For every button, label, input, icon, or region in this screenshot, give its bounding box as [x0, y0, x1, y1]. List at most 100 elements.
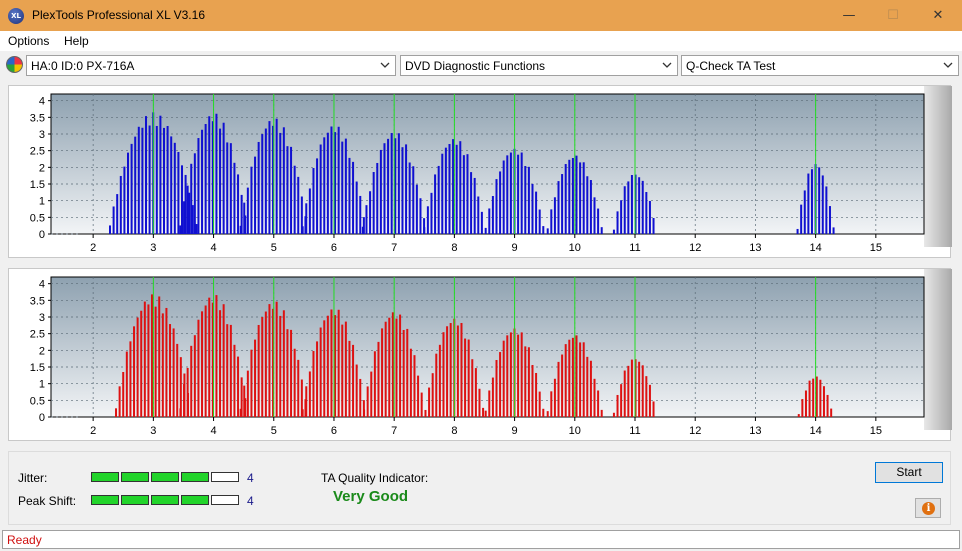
chart-bar — [240, 194, 243, 234]
chevron-down-icon — [662, 62, 672, 68]
chart-bar — [163, 127, 166, 234]
chart-bar — [488, 390, 491, 417]
jitter-meter-segment — [151, 472, 179, 482]
chart-bar — [600, 409, 603, 417]
app-logo-icon: XL — [8, 8, 24, 24]
chart-bar — [123, 166, 126, 234]
chart-bar — [399, 314, 402, 417]
chart-bar — [373, 351, 376, 417]
chart-bar — [568, 159, 571, 234]
minimize-button[interactable]: — — [842, 8, 856, 23]
chart-bar — [542, 408, 545, 417]
x-tick-label: 4 — [210, 242, 216, 254]
chart-bar — [620, 200, 623, 234]
chart-bar — [832, 227, 835, 234]
chart-bar — [575, 155, 578, 234]
chart-bar — [620, 384, 623, 417]
chart-bar — [524, 165, 527, 234]
chart-bar — [575, 335, 578, 417]
chart-bar — [183, 201, 186, 234]
x-tick-label: 5 — [271, 425, 277, 437]
chart-bar — [568, 339, 571, 417]
chart-bar — [282, 310, 285, 417]
chart-bar — [118, 386, 121, 417]
chart-bar — [542, 226, 545, 234]
chart-bar — [268, 304, 271, 417]
chart-bar — [553, 197, 556, 234]
x-tick-label: 10 — [569, 242, 581, 254]
chart-bar — [376, 162, 379, 234]
drive-select-value: HA:0 ID:0 PX-716A — [31, 59, 135, 73]
chart-bar — [130, 143, 133, 234]
menu-help[interactable]: Help — [64, 34, 89, 48]
chart-bar — [397, 133, 400, 234]
chart-bar — [623, 370, 626, 417]
chart-bar — [502, 340, 505, 417]
chart-bar — [136, 317, 139, 417]
x-tick-label: 6 — [331, 425, 337, 437]
chart-bar — [390, 133, 393, 234]
chart-bar — [337, 126, 340, 234]
chart-bar — [821, 175, 824, 234]
chart-bar — [641, 180, 644, 234]
chart-bar — [323, 320, 326, 417]
chart-bar — [412, 166, 415, 234]
jitter-meter-segment — [91, 472, 119, 482]
chart-bar — [254, 156, 257, 234]
chart-bar — [388, 317, 391, 417]
menu-options[interactable]: Options — [8, 34, 50, 48]
chart-bar — [417, 375, 420, 417]
y-tick-label: 2.5 — [30, 146, 45, 158]
chart-bar — [208, 116, 211, 234]
drive-select[interactable]: HA:0 ID:0 PX-716A — [26, 55, 396, 76]
chart-bar — [405, 144, 408, 234]
chart-bar — [197, 138, 200, 234]
chart-bar — [239, 408, 242, 417]
x-tick-label: 8 — [451, 242, 457, 254]
chart-bar — [589, 360, 592, 417]
chart-bar — [474, 368, 477, 417]
chart-bar — [582, 342, 585, 417]
chart-bar — [648, 384, 651, 417]
test-select[interactable]: Q-Check TA Test — [681, 55, 959, 76]
y-tick-label: 0.5 — [30, 212, 45, 224]
x-tick-label: 2 — [90, 242, 96, 254]
maximize-button[interactable]: ☐ — [887, 8, 899, 23]
x-tick-label: 9 — [512, 425, 518, 437]
chart-bar — [828, 206, 831, 234]
chart-bar — [634, 174, 637, 234]
chart-bar — [316, 341, 319, 417]
chart-bar — [448, 144, 451, 234]
chart-bar — [826, 394, 829, 417]
chart-bar — [538, 391, 541, 417]
chart-bar — [359, 195, 362, 234]
close-button[interactable]: ✕ — [932, 8, 944, 23]
chart-bar — [145, 116, 148, 234]
chart-bar — [165, 307, 168, 417]
function-select[interactable]: DVD Diagnostic Functions — [400, 55, 678, 76]
info-button[interactable]: i — [915, 498, 941, 518]
chart-bar — [300, 196, 303, 234]
chart-bar — [502, 160, 505, 234]
chart-bar — [564, 164, 567, 234]
peak-shift-value: 4 — [247, 494, 254, 508]
chart-bar — [201, 311, 204, 417]
chart-bar — [810, 169, 813, 234]
chart-bar — [264, 128, 267, 234]
chart-bar — [495, 179, 498, 234]
chart-bar — [564, 344, 567, 417]
x-tick-label: 8 — [451, 425, 457, 437]
chart-bar — [384, 321, 387, 417]
y-tick-label: 3 — [39, 129, 45, 141]
start-button[interactable]: Start — [875, 462, 943, 483]
x-tick-label: 13 — [749, 242, 761, 254]
chart-bar — [589, 180, 592, 234]
chart-bar — [812, 378, 815, 417]
chart-bar — [264, 311, 267, 417]
y-tick-label: 4 — [39, 279, 45, 291]
chart-bar — [406, 328, 409, 417]
chart-bar — [246, 370, 249, 417]
x-tick-label: 12 — [689, 242, 701, 254]
chart-bar — [184, 174, 187, 234]
chart-bar — [286, 329, 289, 417]
